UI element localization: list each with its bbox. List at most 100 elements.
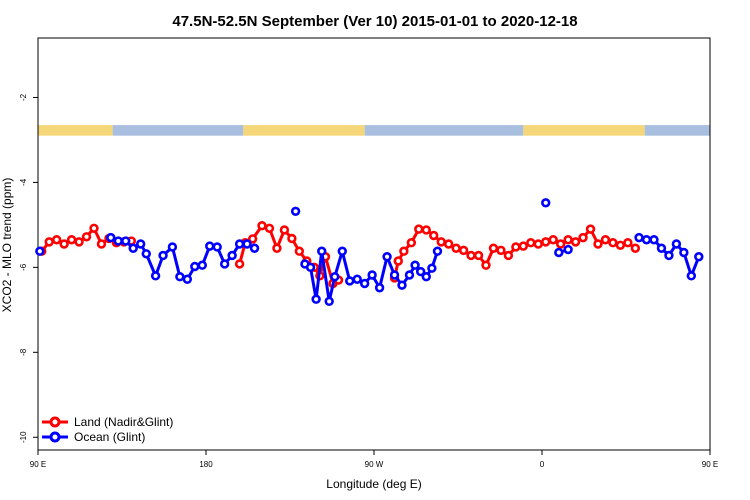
series-land-point <box>548 235 558 245</box>
series-land-point <box>264 223 275 233</box>
x-axis: 90 E 180 90 W 0 90 E <box>30 450 718 469</box>
series-ocean-point <box>397 280 407 290</box>
series-ocean-point <box>141 249 151 259</box>
series-ocean-point <box>404 270 415 280</box>
series-land-point <box>81 232 92 242</box>
series-ocean-point <box>175 272 185 282</box>
series-land-point <box>615 240 626 250</box>
series-land-point <box>294 246 305 256</box>
series-land-point <box>272 243 282 253</box>
y-tick-label: -6 <box>19 263 28 271</box>
series-ocean-point <box>649 235 659 245</box>
series-land-point <box>570 237 581 247</box>
series-land-point <box>526 238 536 248</box>
y-tick-label: -2 <box>19 93 28 101</box>
series-ocean-point <box>182 274 193 284</box>
series-ocean-point <box>311 294 321 304</box>
series-ocean-point <box>242 239 252 249</box>
series-ocean-point <box>664 250 674 261</box>
series-land-point <box>518 241 529 251</box>
series-land-point <box>247 234 258 244</box>
series-ocean-point <box>113 236 123 246</box>
series-ocean-point <box>679 247 689 258</box>
legend-ocean-label: Ocean (Glint) <box>74 430 145 444</box>
series-land-point <box>451 243 461 253</box>
series-land-point <box>44 237 54 247</box>
series-land-point <box>436 237 446 247</box>
strip-land-segment <box>243 125 365 136</box>
series-ocean-point <box>634 232 644 243</box>
series-ocean-point <box>421 272 431 282</box>
series-ocean-point <box>135 239 146 249</box>
series-land <box>37 221 641 289</box>
series-ocean-point <box>427 263 437 273</box>
series-land-point <box>578 232 588 243</box>
series-ocean <box>35 198 704 307</box>
y-axis-title: XCO2 - MLO trend (ppm) <box>0 178 14 313</box>
series-land-point <box>608 238 618 248</box>
series-land-point <box>458 245 469 256</box>
series-land-point <box>279 225 290 235</box>
legend-land-label: Land (Nadir&Glint) <box>74 415 173 429</box>
series-ocean-point <box>150 271 161 281</box>
legend-entry-land: Land (Nadir&Glint) <box>42 415 173 429</box>
series-ocean-point <box>317 246 327 256</box>
series-ocean-point <box>389 270 400 280</box>
series-ocean-point <box>641 235 652 245</box>
series-land-point <box>481 260 491 270</box>
x-axis-title: Longitude (deg E) <box>326 477 421 491</box>
data-series <box>35 198 704 307</box>
series-land-point <box>533 239 543 249</box>
series-ocean-point <box>167 242 178 252</box>
series-ocean-point <box>554 247 564 258</box>
land-ocean-strip <box>38 125 710 136</box>
series-ocean-point <box>671 239 682 249</box>
series-ocean-point <box>219 259 230 269</box>
series-ocean-point <box>205 241 215 251</box>
series-land-point <box>600 235 611 245</box>
x-tick-label: 90 W <box>365 460 384 469</box>
series-land-point <box>393 256 403 266</box>
series-ocean-point <box>324 296 334 307</box>
series-ocean-point <box>686 271 697 281</box>
series-land-point <box>443 239 454 249</box>
series-ocean-point <box>352 274 362 284</box>
series-land-point <box>488 243 499 253</box>
series-land-point <box>630 243 641 253</box>
series-ocean-point <box>367 270 377 280</box>
y-axis: -2 -4 -6 -8 -10 <box>19 93 38 443</box>
series-ocean-point <box>212 242 222 252</box>
series-land-point <box>496 245 506 256</box>
series-ocean-point <box>415 266 426 277</box>
series-land-point <box>51 235 62 245</box>
series-land-point <box>74 237 84 247</box>
series-ocean-point <box>410 260 420 270</box>
series-land-point <box>66 235 77 245</box>
series-ocean-point <box>128 243 138 253</box>
series-land-point <box>541 237 551 247</box>
series-ocean-point <box>305 262 316 273</box>
series-land-point <box>563 235 573 245</box>
x-tick-label: 90 E <box>30 460 46 469</box>
series-ocean-point <box>656 243 667 253</box>
legend-ocean-marker <box>49 431 61 443</box>
series-land-point <box>287 233 297 244</box>
series-ocean-point <box>330 272 340 282</box>
series-land-point <box>421 225 431 235</box>
y-tick-label: -8 <box>19 348 28 356</box>
series-ocean-point <box>227 250 237 261</box>
x-tick-label: 90 E <box>702 460 718 469</box>
series-land-point <box>585 224 596 234</box>
x-tick-label: 180 <box>199 460 213 469</box>
legend-land-marker <box>49 416 61 428</box>
series-ocean-point <box>249 243 260 253</box>
series-ocean-point <box>337 246 347 256</box>
series-ocean-point <box>563 244 573 255</box>
strip-ocean-segment <box>364 125 524 136</box>
series-land-point <box>257 221 267 231</box>
series-land-point <box>623 238 633 248</box>
series-ocean-point <box>374 283 385 293</box>
y-tick-label: -10 <box>19 431 28 443</box>
legend: Land (Nadir&Glint) Ocean (Glint) <box>42 415 173 444</box>
